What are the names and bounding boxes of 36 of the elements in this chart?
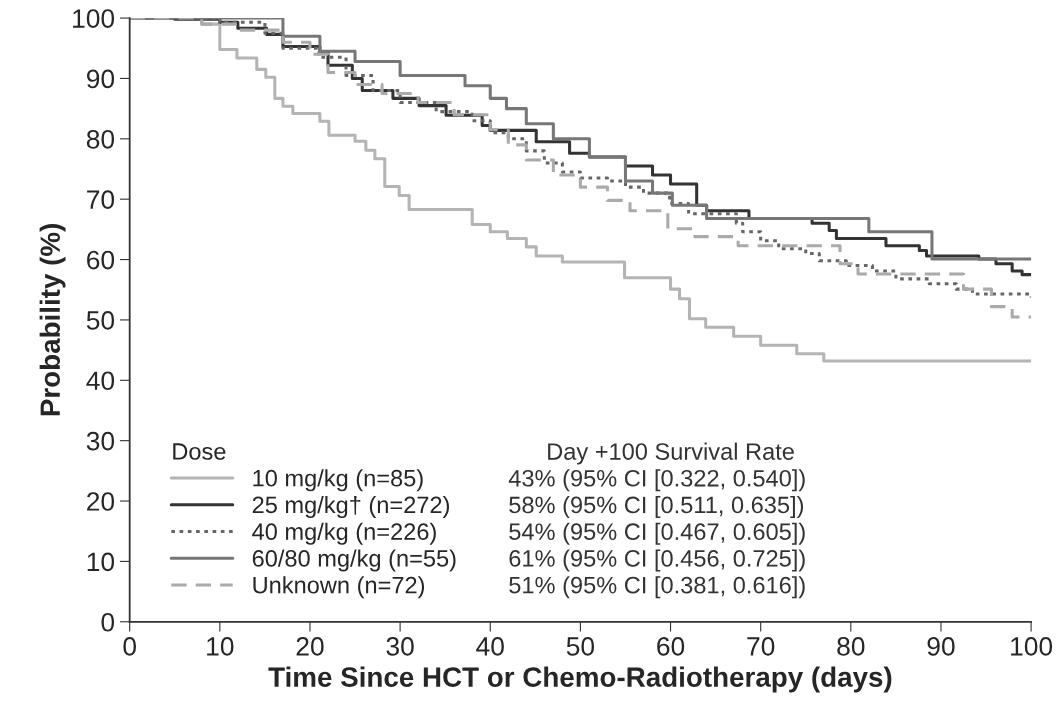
y-tick-label: 20 [87,492,115,511]
legend-label: 60/80 mg/kg (n=55) [252,549,456,572]
x-tick-label: 30 [386,637,414,656]
y-axis-title: Probability (%) [39,224,66,416]
y-tick-label: 50 [86,311,115,330]
x-tick-label: 50 [566,637,595,656]
y-tick-label: 60 [87,250,115,270]
x-tick-label: 80 [837,637,865,656]
annotation: 58% (95% CI [0.511, 0.635]) [509,496,804,519]
x-tick-label: 90 [927,637,955,656]
x-tick-label: 60 [657,637,685,656]
y-tick-label: 30 [86,431,115,451]
legend-label: Unknown (n=72) [253,576,425,599]
y-tick-label: 70 [87,190,115,210]
annotation: 54% (95% CI [0.467, 0.605]) [509,522,805,545]
x-tick-label: 10 [207,637,234,656]
y-tick-label: 90 [86,69,115,89]
y-tick-label: 10 [87,552,115,572]
y-tick-label: 40 [86,371,115,391]
x-tick-label: 0 [123,637,136,656]
y-tick-label: 0 [101,612,115,632]
legend-label: 10 mg/kg (n=85) [253,469,423,492]
x-tick-label: 20 [296,637,324,656]
x-tick-label: 100 [1011,637,1053,656]
x-tick-label: 70 [747,637,775,656]
annotation: Day +100 Survival Rate [548,442,794,465]
y-tick-label: 100 [73,9,115,28]
legend-title: Dose [173,443,226,460]
x-axis-title: Time Since HCT or Chemo-Radiotherapy (days) [268,666,892,693]
legend-label: 40 mg/kg (n=226) [252,522,436,545]
annotation: 61% (95% CI [0.456, 0.725]) [509,549,805,572]
annotation: 51% (95% CI [0.381, 0.616]) [509,576,805,599]
annotation: 43% (95% CI [0.322, 0.540]) [508,469,805,492]
legend-label: 25 mg/kg† (n=272) [252,495,449,518]
x-tick-label: 40 [476,637,504,656]
y-tick-label: 80 [86,129,115,149]
